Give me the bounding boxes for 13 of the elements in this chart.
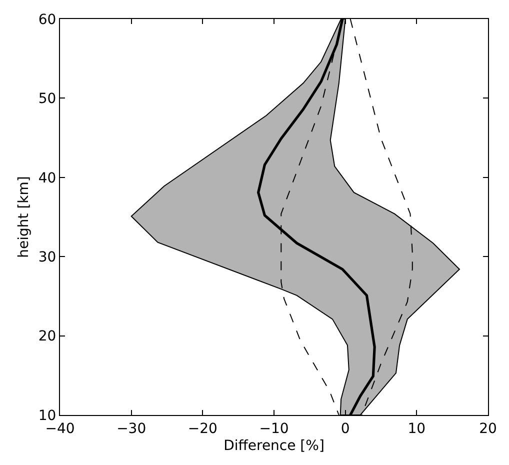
x-tick-label: −30	[116, 420, 146, 437]
y-axis-title: height [km]	[16, 176, 32, 258]
y-tick-label: 40	[38, 170, 56, 186]
y-tick-label: 50	[38, 91, 56, 108]
x-tick-label: −20	[188, 420, 218, 437]
x-tick-label: 0	[340, 420, 350, 437]
x-tick-label: −10	[259, 420, 289, 437]
x-tick-label: 10	[408, 420, 426, 437]
x-axis-title: Difference [%]	[224, 438, 324, 454]
y-tick-label: 20	[38, 328, 56, 345]
y-tick-label: 60	[38, 12, 56, 28]
y-tick-label: 30	[38, 250, 56, 266]
x-tick-label: 20	[479, 420, 497, 437]
